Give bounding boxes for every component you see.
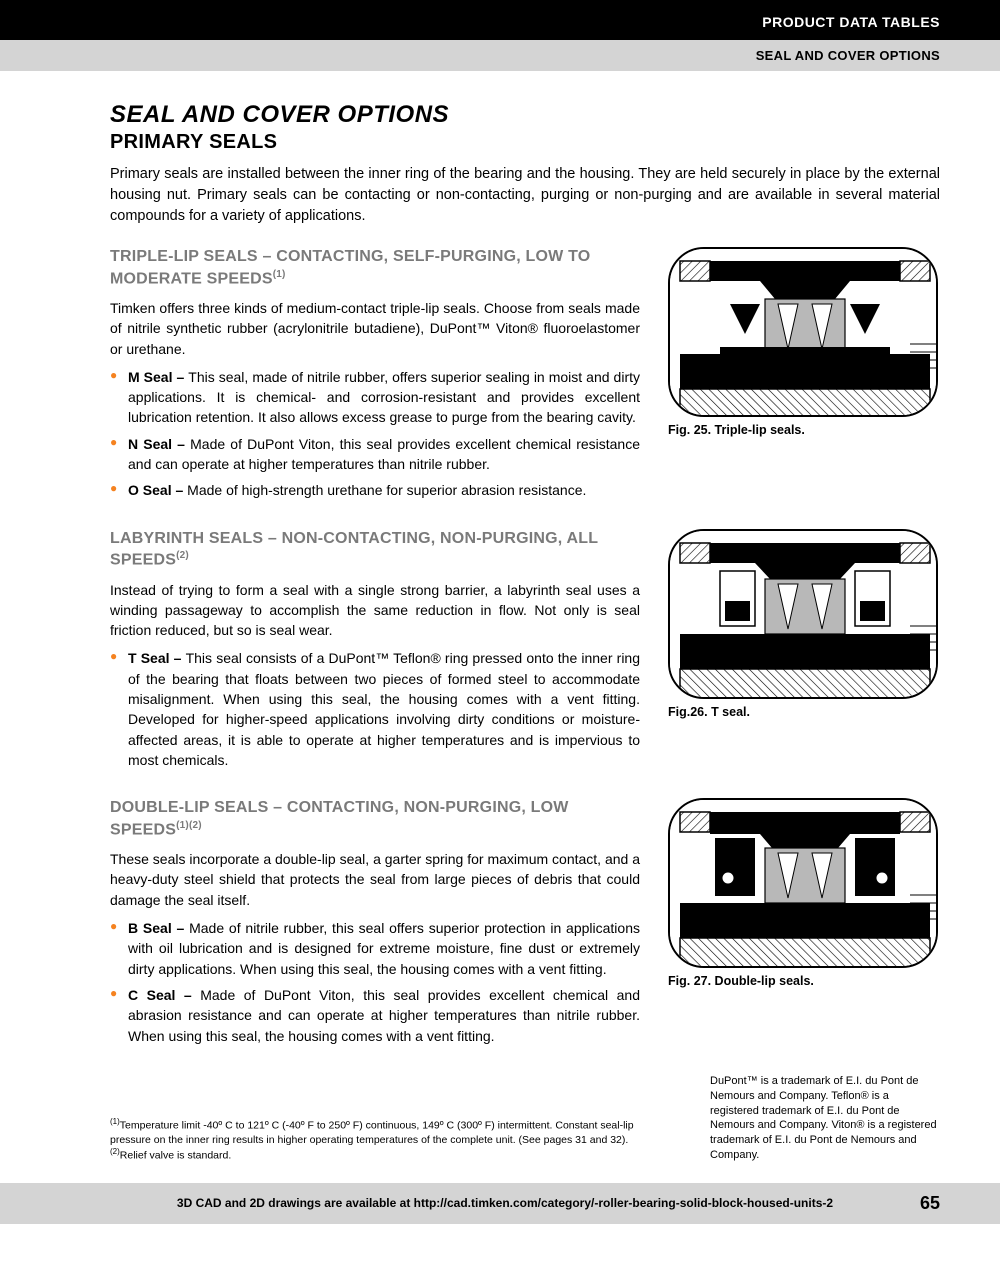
labyrinth-body: Instead of trying to form a seal with a … <box>110 580 640 641</box>
intro-paragraph: Primary seals are installed between the … <box>110 164 940 227</box>
header-gray: SEAL AND COVER OPTIONS <box>0 40 1000 71</box>
list-item: T Seal – This seal consists of a DuPont™… <box>128 648 640 770</box>
list-item: O Seal – Made of high-strength urethane … <box>128 480 640 500</box>
figure-27-caption: Fig. 27. Double-lip seals. <box>668 974 940 988</box>
figure-26-caption: Fig.26. T seal. <box>668 705 940 719</box>
figure-25-caption: Fig. 25. Triple-lip seals. <box>668 423 940 437</box>
section-subtitle: PRIMARY SEALS <box>110 131 940 154</box>
header-black: PRODUCT DATA TABLES <box>0 0 1000 40</box>
trademark-notice: DuPont™ is a trademark of E.I. du Pont d… <box>710 1074 940 1163</box>
figure-26 <box>668 529 938 699</box>
figure-25 <box>668 247 938 417</box>
triple-heading: TRIPLE-LIP SEALS – CONTACTING, SELF-PURG… <box>110 247 640 290</box>
labyrinth-heading: LABYRINTH SEALS – NON-CONTACTING, NON-PU… <box>110 529 640 572</box>
list-item: N Seal – Made of DuPont Viton, this seal… <box>128 434 640 475</box>
footnotes: (1)Temperature limit -40º C to 121º C (-… <box>110 1117 670 1163</box>
section-title: SEAL AND COVER OPTIONS <box>110 101 940 129</box>
footer-text: 3D CAD and 2D drawings are available at … <box>110 1196 900 1210</box>
page-footer: 3D CAD and 2D drawings are available at … <box>0 1183 1000 1224</box>
triple-body: Timken offers three kinds of medium-cont… <box>110 298 640 359</box>
section-double-lip: DOUBLE-LIP SEALS – CONTACTING, NON-PURGI… <box>110 798 940 1052</box>
footnote-row: (1)Temperature limit -40º C to 121º C (-… <box>110 1074 940 1163</box>
list-item: C Seal – Made of DuPont Viton, this seal… <box>128 985 640 1046</box>
triple-list: M Seal – This seal, made of nitrile rubb… <box>110 367 640 501</box>
page-number: 65 <box>920 1193 940 1214</box>
section-labyrinth: LABYRINTH SEALS – NON-CONTACTING, NON-PU… <box>110 529 940 777</box>
page-content: SEAL AND COVER OPTIONS PRIMARY SEALS Pri… <box>0 71 1000 1183</box>
labyrinth-list: T Seal – This seal consists of a DuPont™… <box>110 648 640 770</box>
list-item: B Seal – Made of nitrile rubber, this se… <box>128 918 640 979</box>
section-triple-lip: TRIPLE-LIP SEALS – CONTACTING, SELF-PURG… <box>110 247 940 507</box>
double-body: These seals incorporate a double-lip sea… <box>110 849 640 910</box>
list-item: M Seal – This seal, made of nitrile rubb… <box>128 367 640 428</box>
double-heading: DOUBLE-LIP SEALS – CONTACTING, NON-PURGI… <box>110 798 640 841</box>
figure-27 <box>668 798 938 968</box>
double-list: B Seal – Made of nitrile rubber, this se… <box>110 918 640 1046</box>
